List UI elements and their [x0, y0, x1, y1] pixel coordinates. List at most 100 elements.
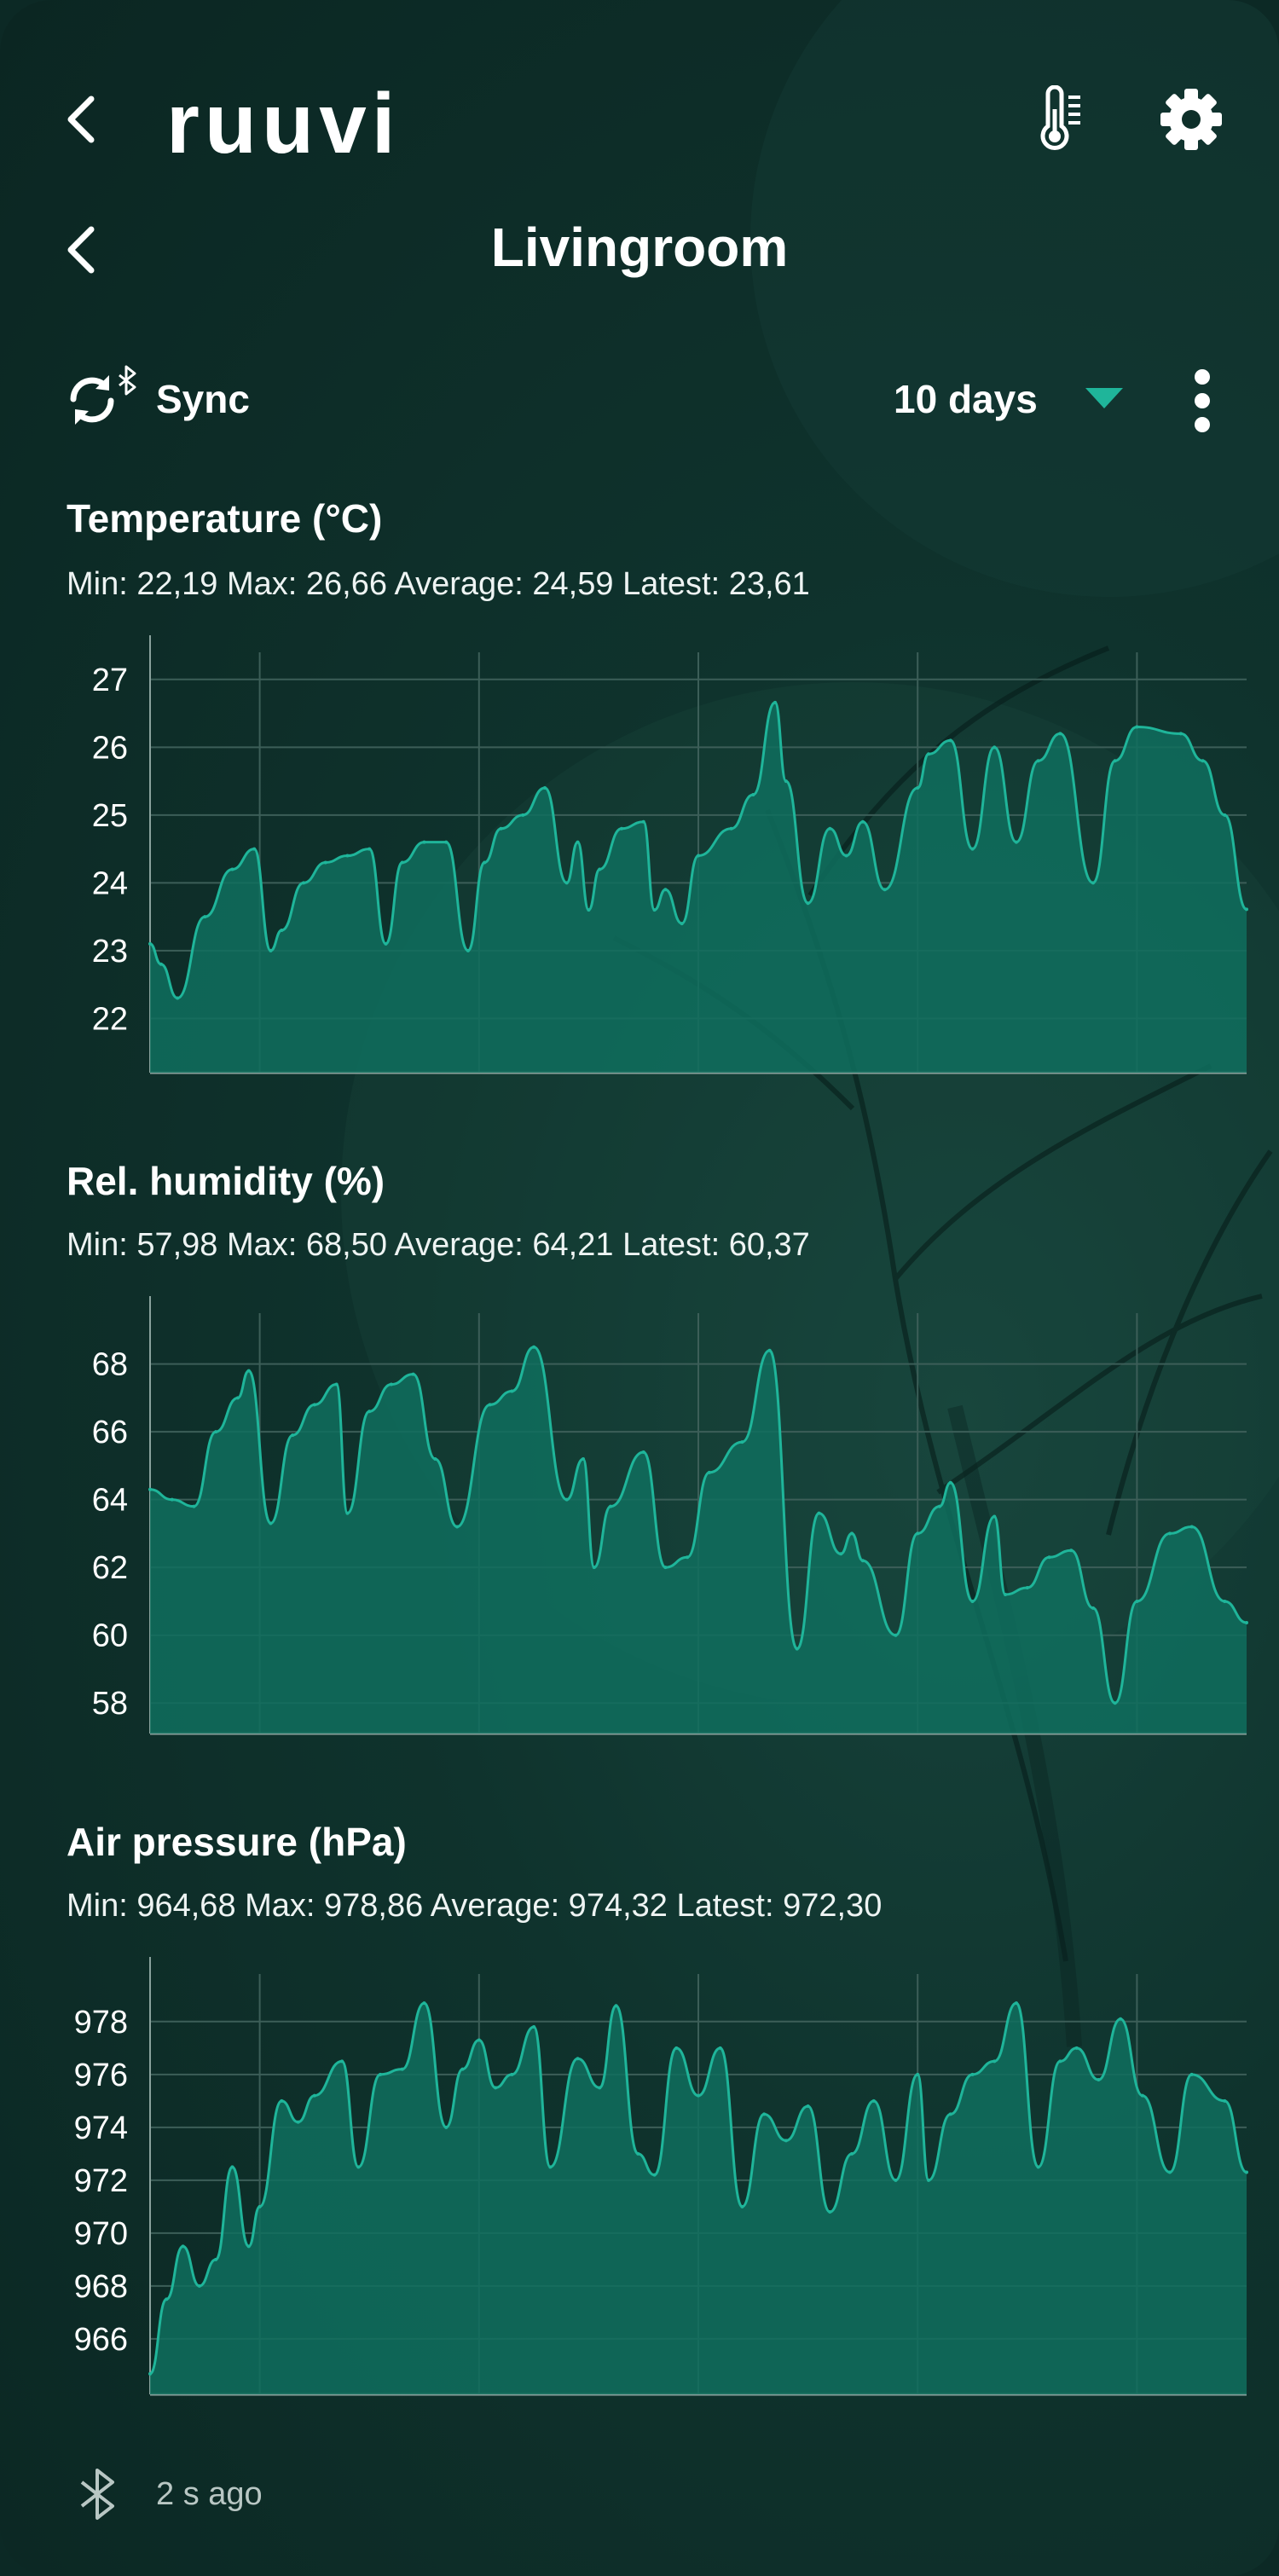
series-line: [149, 701, 1247, 1000]
data-point: [499, 826, 503, 831]
data-point: [806, 901, 810, 906]
data-point: [197, 2284, 201, 2288]
data-point: [894, 2178, 898, 2182]
data-point: [686, 1555, 690, 1560]
data-point: [806, 2104, 810, 2109]
data-point: [839, 1552, 843, 1556]
data-point: [1140, 2093, 1144, 2098]
data-point: [1167, 2170, 1172, 2174]
data-point: [252, 847, 257, 851]
data-point: [312, 2093, 316, 2098]
data-point: [576, 2057, 580, 2061]
data-point: [1135, 725, 1139, 729]
data-point: [1091, 1606, 1095, 1610]
data-point: [455, 1525, 460, 1529]
y-tick-label: 24: [92, 865, 128, 901]
data-point: [993, 1514, 997, 1519]
data-point: [466, 948, 470, 952]
data-point: [970, 1599, 975, 1603]
units-button[interactable]: [1027, 85, 1096, 153]
settings-button[interactable]: [1153, 85, 1230, 153]
data-point: [291, 1433, 295, 1438]
data-point: [718, 2046, 722, 2050]
data-point: [258, 2204, 262, 2208]
data-point: [246, 2244, 251, 2249]
data-point: [762, 2112, 767, 2116]
data-point: [296, 2120, 300, 2124]
data-point: [663, 1566, 668, 1570]
data-point: [576, 840, 580, 844]
data-point: [477, 2038, 481, 2042]
data-point: [483, 860, 487, 865]
data-point: [1245, 907, 1248, 912]
data-point: [203, 915, 207, 919]
data-point: [581, 1456, 585, 1461]
humidity-chart[interactable]: 58606264666801/1003/1005/1007/1009/10: [0, 1292, 1279, 1752]
data-point: [345, 854, 350, 858]
period-selector[interactable]: 10 days: [894, 377, 1038, 421]
data-point: [740, 1440, 744, 1444]
data-point: [641, 1450, 645, 1455]
data-point: [860, 1559, 865, 1563]
data-point: [927, 752, 931, 756]
data-point: [1119, 2017, 1123, 2021]
data-point: [916, 1531, 920, 1536]
data-point: [356, 2165, 361, 2169]
data-point: [532, 1345, 536, 1349]
data-point: [1135, 1599, 1139, 1603]
data-point: [1113, 1701, 1117, 1705]
data-point: [937, 1504, 941, 1508]
previous-sensor-button[interactable]: [51, 220, 111, 280]
data-point: [214, 2257, 218, 2261]
data-point: [948, 738, 952, 743]
pressure-stats: Min: 964,68 Max: 978,86 Average: 974,32 …: [67, 1888, 883, 1924]
data-point: [230, 2165, 234, 2169]
data-point: [894, 1633, 898, 1637]
data-point: [280, 2098, 284, 2103]
data-point: [773, 700, 778, 704]
data-point: [1058, 2059, 1062, 2064]
data-point: [916, 2072, 920, 2076]
sync-button[interactable]: [60, 362, 145, 435]
data-point: [1004, 1592, 1008, 1596]
pressure-chart[interactable]: 96696897097297497697801/1003/1005/1007/1…: [0, 1953, 1279, 2413]
data-point: [948, 2112, 952, 2116]
period-dropdown-icon[interactable]: [1083, 382, 1126, 416]
data-point: [176, 996, 180, 1000]
y-tick-label: 66: [92, 1415, 128, 1450]
data-point: [652, 908, 657, 912]
data-point: [707, 1470, 711, 1474]
data-point: [1201, 759, 1205, 763]
data-point: [367, 1410, 372, 1414]
gear-icon: [1160, 89, 1222, 150]
data-point: [1245, 1620, 1248, 1624]
data-point: [1074, 2046, 1079, 2050]
back-button[interactable]: [51, 90, 111, 149]
data-point: [148, 1487, 152, 1491]
data-point: [302, 881, 306, 885]
temperature-chart[interactable]: 22232425262701/1003/1005/1007/1009/10: [0, 631, 1279, 1091]
data-point: [230, 867, 234, 871]
y-tick-label: 64: [92, 1483, 128, 1519]
data-point: [400, 2067, 404, 2071]
data-point: [970, 847, 975, 851]
data-point: [170, 1497, 174, 1502]
data-point: [871, 2098, 876, 2103]
sync-label[interactable]: Sync: [156, 377, 250, 421]
y-tick-label: 972: [74, 2163, 128, 2199]
chevron-left-icon: [67, 226, 95, 274]
ruuvi-logo: ruuvi: [166, 76, 401, 171]
data-point: [609, 1504, 613, 1508]
data-point: [860, 819, 865, 824]
data-point: [784, 779, 788, 784]
data-point: [619, 826, 623, 831]
data-point: [367, 847, 372, 851]
data-point: [1091, 881, 1095, 885]
data-point: [751, 792, 755, 796]
data-point: [1178, 732, 1183, 736]
data-point: [494, 2086, 498, 2090]
data-point: [159, 962, 163, 966]
y-tick-label: 978: [74, 2005, 128, 2041]
y-tick-label: 62: [92, 1550, 128, 1586]
more-options-button[interactable]: [1181, 362, 1224, 439]
